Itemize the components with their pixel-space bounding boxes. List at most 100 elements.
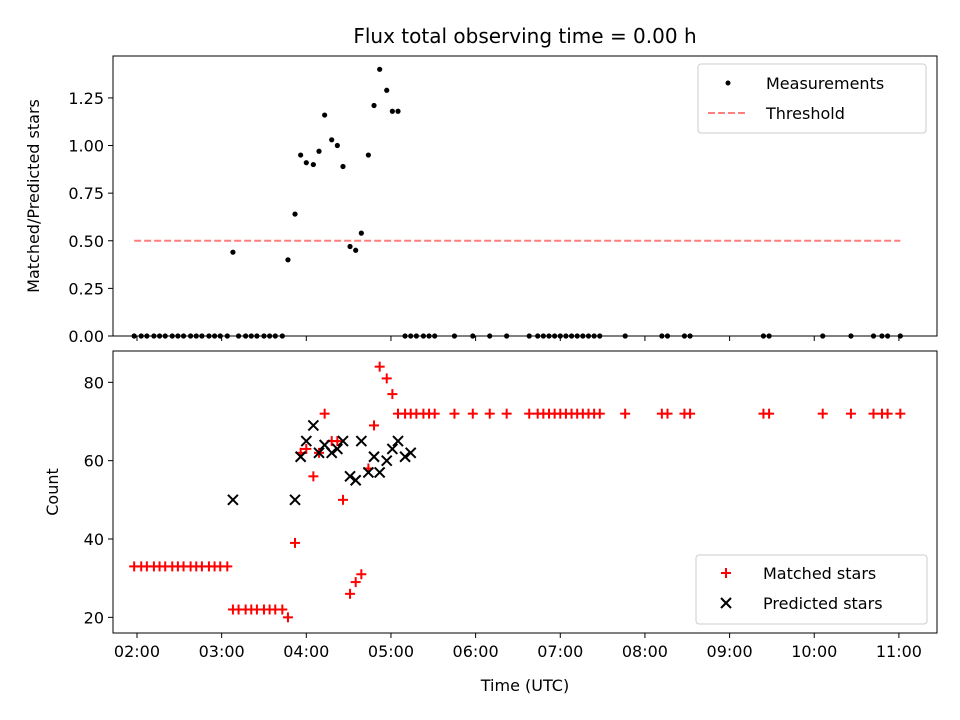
matched-stars-point	[345, 588, 356, 599]
predicted-stars-point	[325, 447, 338, 459]
predicted-stars-point	[399, 451, 411, 463]
legend-label-predicted: Predicted stars	[763, 594, 883, 613]
matched-stars-point	[620, 408, 631, 419]
matched-stars-point	[467, 408, 478, 419]
top-legend-box	[697, 63, 927, 134]
measurement-point	[322, 112, 328, 118]
x-tick-label: 07:00	[537, 642, 583, 661]
y-tick-label: 1.25	[68, 89, 104, 108]
measurement-point	[371, 102, 377, 109]
measurement-point	[395, 108, 401, 114]
predicted-stars-point	[386, 443, 399, 455]
measurement-point	[347, 243, 353, 250]
top-panel-y-label: Matched/Predicted stars	[24, 99, 43, 293]
matched-stars-point	[350, 577, 361, 588]
predicted-stars-point	[289, 494, 301, 506]
predicted-stars-point	[405, 447, 417, 459]
predicted-stars-point	[313, 447, 325, 459]
legend-marker-predicted	[720, 597, 732, 609]
bottom-panel-frame	[112, 350, 938, 634]
matched-stars-point	[868, 408, 879, 419]
legend-label-measurements: Measurements	[766, 74, 884, 93]
measurement-point	[329, 137, 335, 143]
x-tick-label: 10:00	[791, 642, 837, 661]
bottom-panel-y-label: Count	[43, 468, 62, 516]
matched-stars-point	[895, 408, 906, 419]
matched-stars-point	[381, 373, 392, 384]
predicted-stars-point	[349, 474, 362, 486]
legend-label-threshold: Threshold	[765, 104, 845, 123]
measurement-point	[365, 152, 371, 158]
matched-stars-point	[524, 408, 535, 419]
bottom-panel-x-label: Time (UTC)	[480, 676, 569, 695]
chart-title: Flux total observing time = 0.00 h	[353, 24, 696, 48]
legend-marker-measurements	[725, 80, 731, 86]
x-tick-label: 02:00	[114, 642, 160, 661]
legend-marker-matched	[721, 568, 731, 578]
matched-stars-point	[484, 408, 495, 419]
top-panel-frame	[112, 55, 938, 337]
matched-stars-point	[319, 408, 330, 419]
top-panel-y-axis: 0.00 0.25 0.50 0.75 1.00 1.25	[68, 89, 113, 346]
matched-stars-point	[308, 471, 319, 482]
matched-stars-point	[356, 569, 367, 580]
matched-stars-point	[882, 408, 893, 419]
measurement-point	[303, 160, 309, 166]
bottom-legend: Matched stars Predicted stars	[695, 554, 928, 625]
x-tick-label: 05:00	[368, 642, 414, 661]
matched-stars-point	[374, 361, 385, 372]
bottom-panel-y-axis: 20 40 60 80	[84, 373, 113, 627]
top-panel-x-ticks	[136, 336, 900, 341]
predicted-stars-point	[294, 451, 307, 463]
matched-stars-point	[337, 494, 348, 505]
predicted-stars-point	[373, 466, 386, 479]
legend-label-matched: Matched stars	[763, 564, 876, 583]
predicted-stars-point	[331, 443, 344, 455]
matched-stars-point	[449, 408, 460, 419]
measurement-point	[285, 257, 291, 263]
predicted-stars-point	[368, 451, 380, 463]
matched-stars-point	[277, 604, 288, 615]
measurement-point	[389, 108, 395, 114]
predicted-stars-point	[337, 435, 349, 447]
x-tick-label: 09:00	[707, 642, 753, 661]
bottom-panel-marks	[129, 361, 906, 623]
matched-stars-point	[282, 612, 293, 623]
x-tick-label: 04:00	[283, 642, 329, 661]
predicted-stars-point	[344, 470, 356, 483]
y-tick-label: 60	[84, 452, 104, 471]
y-tick-label: 0.25	[68, 279, 104, 298]
matched-stars-point	[301, 443, 312, 454]
predicted-stars-point	[300, 435, 313, 447]
matched-stars-point	[845, 408, 856, 419]
measurement-point	[358, 230, 364, 236]
bottom-panel-x-axis: 02:00 03:00 04:00 05:00 06:00 07:00 08:00 09:00…	[114, 633, 922, 661]
predicted-stars-point	[392, 435, 404, 447]
matched-stars-point	[429, 408, 440, 419]
y-tick-label: 80	[84, 373, 104, 392]
x-tick-label: 11:00	[876, 642, 922, 661]
measurement-point	[384, 87, 390, 93]
measurement-point	[353, 247, 359, 253]
matched-stars-point	[501, 408, 512, 419]
x-tick-label: 06:00	[453, 642, 499, 661]
predicted-stars-point	[355, 435, 368, 447]
x-tick-label: 08:00	[622, 642, 668, 661]
measurement-point	[298, 152, 304, 158]
measurement-point	[316, 148, 322, 154]
matched-stars-point	[332, 436, 343, 447]
predicted-stars-point	[307, 419, 320, 432]
measurement-point	[334, 142, 340, 149]
measurement-point	[377, 66, 383, 72]
y-tick-label: 0.00	[68, 327, 104, 346]
matched-stars-point	[594, 408, 605, 419]
y-tick-label: 0.75	[68, 184, 104, 203]
top-legend: Measurements Threshold	[697, 63, 927, 134]
measurement-point	[230, 249, 236, 255]
matched-stars-point	[817, 408, 828, 419]
matched-stars-point	[290, 537, 301, 548]
matched-stars-point	[685, 408, 696, 419]
measurement-point	[310, 161, 316, 168]
matched-stars-point	[662, 408, 673, 419]
